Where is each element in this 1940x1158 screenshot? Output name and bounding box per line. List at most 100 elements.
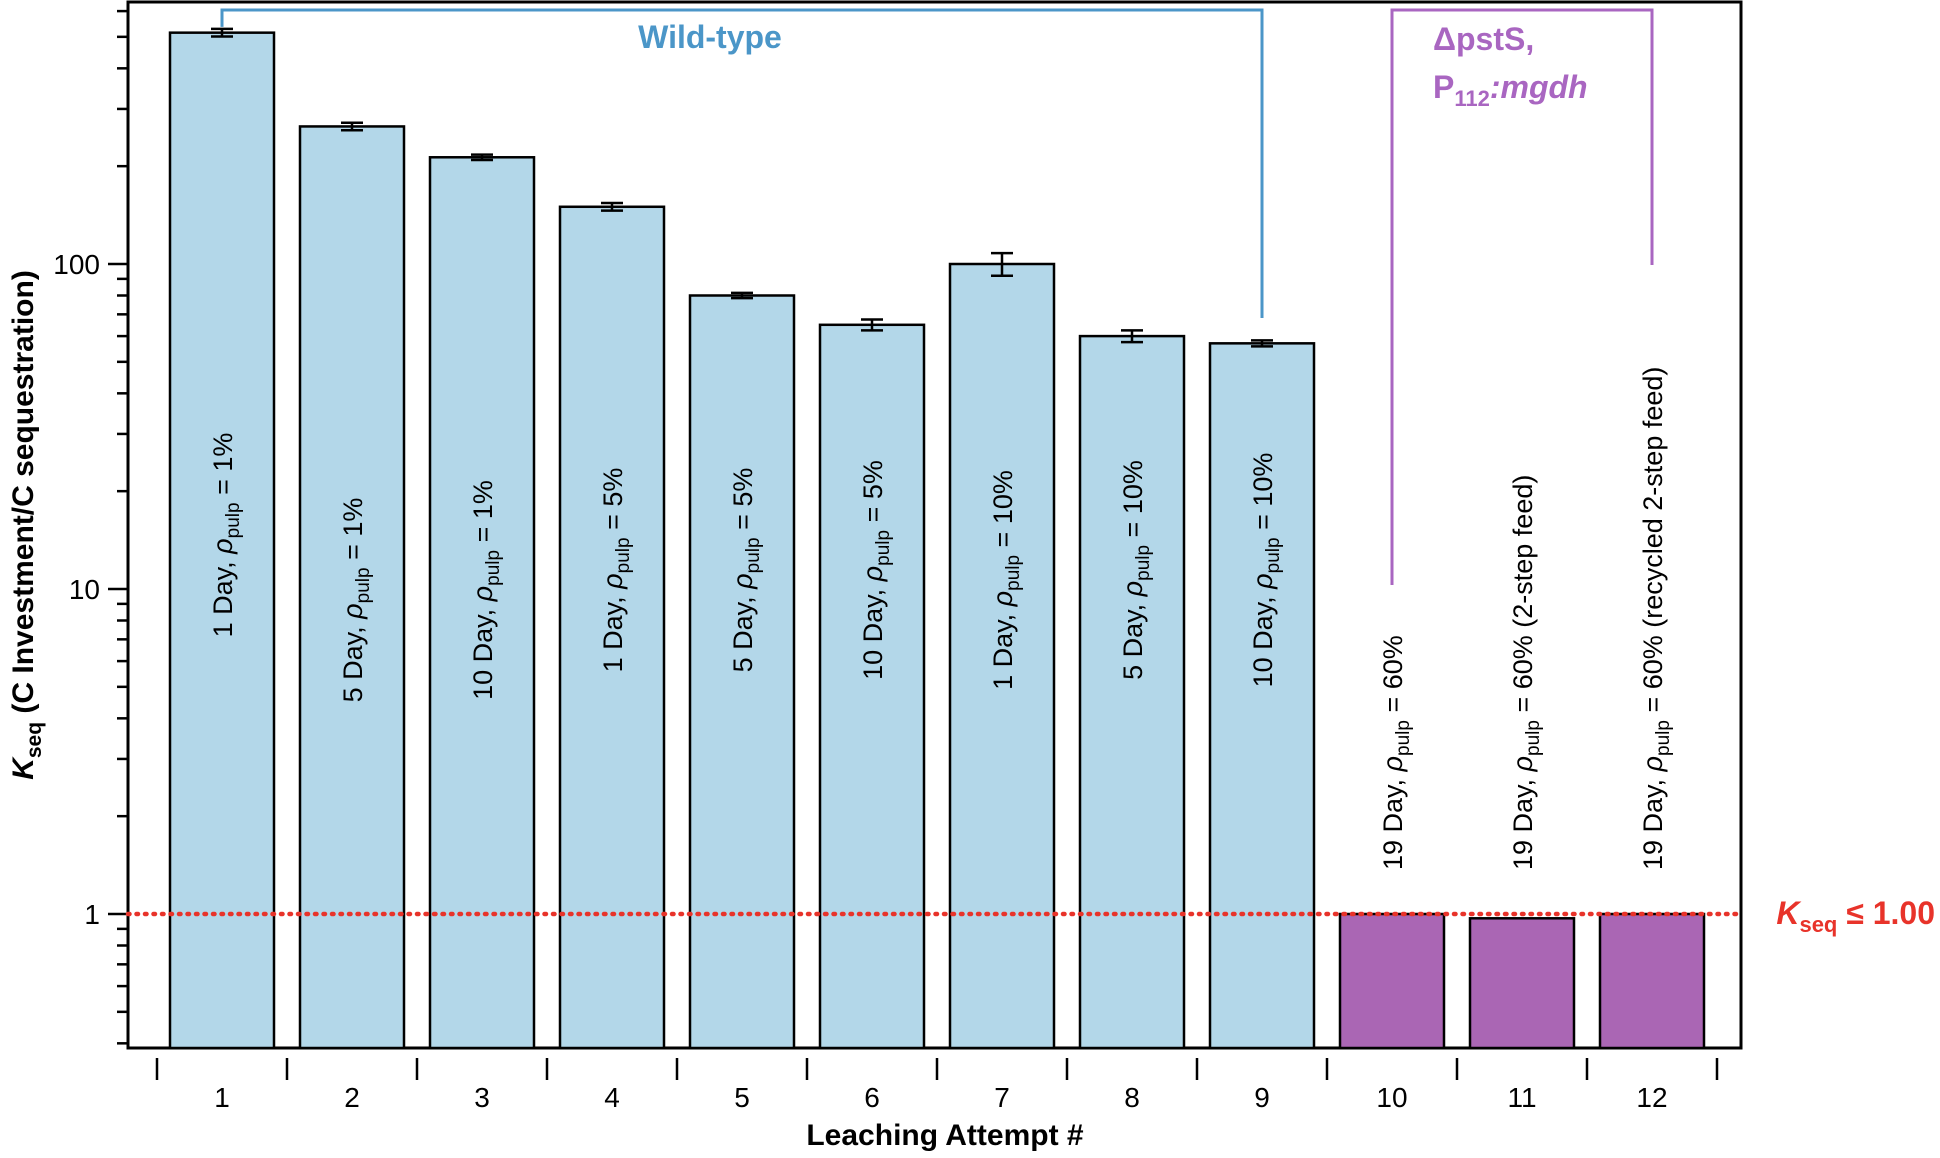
bar-label-rho: ρ [1118,581,1148,597]
mutant-bracket [1390,8,1654,585]
bar-label: 5 Day, ρpulp = 10% [1118,460,1154,680]
bar-label-suffix: = 5% [598,468,628,538]
bar-label-suffix: = 1% [468,480,498,550]
bar [168,31,276,1050]
error-bar [341,121,363,132]
bar [1338,912,1446,1050]
bar-label-suffix: = 5% [858,460,888,530]
bar-label: 1 Day, ρpulp = 5% [598,468,634,673]
bar-label-prefix: 1 Day, [598,589,628,673]
bar-label: 10 Day, ρpulp = 5% [858,460,894,680]
bar-label-sub: pulp [613,537,634,573]
bar-label-prefix: 1 Day, [988,606,1018,690]
bar-label-sub: pulp [1393,720,1414,756]
bar-label: 10 Day, ρpulp = 1% [468,480,504,700]
bar-label-sub: pulp [1133,545,1154,581]
bar-label-suffix: = 60% [1378,635,1408,720]
bar [688,294,796,1050]
error-bar [211,27,233,38]
bar-label-suffix: = 10% [988,470,1018,555]
bar [428,156,536,1050]
bar-label-sub: pulp [743,537,764,573]
bar-label-sub: pulp [483,550,504,586]
bar-label-rho: ρ [1378,756,1408,772]
x-tick-label: 2 [344,1082,360,1113]
x-tick-label: 4 [604,1082,620,1113]
error-bar [991,251,1013,278]
bar-labels: 1 Day, ρpulp = 1%5 Day, ρpulp = 1%10 Day… [208,367,1674,870]
bar-label-prefix: 19 Day, [1378,771,1408,870]
bar-label: 1 Day, ρpulp = 10% [988,470,1024,690]
x-axis: 1 2 3 4 5 6 7 8 9 10 11 12 [155,1058,1719,1113]
bar-label-prefix: 19 Day, [1508,771,1538,870]
error-bar [861,318,883,332]
bar [558,205,666,1050]
bar-label-rho: ρ [728,573,758,589]
bar-label-suffix: = 60% (recycled 2-step feed) [1638,367,1668,720]
x-tick-label: 12 [1636,1082,1667,1113]
error-bar [731,291,753,300]
bar-label-prefix: 1 Day, [208,554,238,638]
bar [298,125,406,1050]
bar-label: 10 Day, ρpulp = 10% [1248,453,1284,688]
bar-label-rho: ρ [598,573,628,589]
y-axis-title: Kseq (C Investment/C sequestration) [7,270,46,780]
bar-label: 5 Day, ρpulp = 5% [728,468,764,673]
bar-label: 5 Day, ρpulp = 1% [338,498,374,703]
bar-label-suffix: = 1% [208,433,238,503]
bar [818,323,926,1050]
bars [168,27,1706,1050]
x-tick-label: 6 [864,1082,880,1113]
y-axis-title-k: K [7,756,40,780]
wild-type-label: Wild-type [638,19,782,55]
bar-label: 19 Day, ρpulp = 60% (2-step feed) [1508,475,1544,870]
bar [1468,917,1576,1050]
y-tick-label: 100 [53,249,100,280]
bar-label-prefix: 5 Day, [338,619,368,703]
plot-frame [126,0,1743,1050]
bar-label-prefix: 19 Day, [1638,771,1668,870]
bar-label-sub: pulp [873,530,894,566]
bar-label-rho: ρ [1248,573,1278,589]
x-axis-title: Leaching Attempt # [806,1119,1084,1152]
mutant-label-line1: ΔpstS, [1433,21,1534,57]
mutant-label-line2: P112:mgdh [1433,69,1588,111]
bar-label-rho: ρ [988,591,1018,607]
y-axis-title-rest: (C Investment/C sequestration) [7,270,40,722]
mutant-label-p: P [1433,69,1454,105]
bar [1208,342,1316,1050]
bar [1078,334,1186,1050]
y-tick-label: 10 [69,574,100,605]
threshold-label-rest: ≤ 1.00 [1837,895,1935,931]
bar-label-suffix: = 10% [1248,453,1278,538]
x-tick-label: 3 [474,1082,490,1113]
x-tick-label: 8 [1124,1082,1140,1113]
bar-label-sub: pulp [1653,720,1674,756]
bar-label-rho: ρ [858,566,888,582]
x-tick-label: 1 [214,1082,230,1113]
x-tick-label: 9 [1254,1082,1270,1113]
bar-label-suffix: = 1% [338,498,368,568]
threshold-label: Kseq ≤ 1.00 [1776,895,1935,937]
x-tick-label: 11 [1507,1082,1536,1113]
error-bar [1121,329,1143,344]
bar-label: 1 Day, ρpulp = 1% [208,433,244,638]
y-axis-title-sub: seq [23,722,46,758]
wild-type-bracket [220,8,1264,318]
y-tick-label: 1 [84,899,100,930]
bar-label: 19 Day, ρpulp = 60% [1378,635,1414,870]
bar-label: 19 Day, ρpulp = 60% (recycled 2-step fee… [1638,367,1674,870]
threshold-label-k: K [1776,895,1802,931]
bar-label-rho: ρ [1638,756,1668,772]
x-tick-label: 10 [1376,1082,1407,1113]
bar-label-prefix: 5 Day, [1118,596,1148,680]
bar-label-sub: pulp [223,502,244,538]
x-tick-label: 5 [734,1082,750,1113]
bar-label-rho: ρ [208,538,238,554]
error-bar [1251,339,1273,348]
mutant-label-sub: 112 [1454,86,1490,111]
bar-label-sub: pulp [1263,537,1284,573]
threshold-label-sub: seq [1799,912,1837,937]
bar-label-sub: pulp [353,567,374,603]
